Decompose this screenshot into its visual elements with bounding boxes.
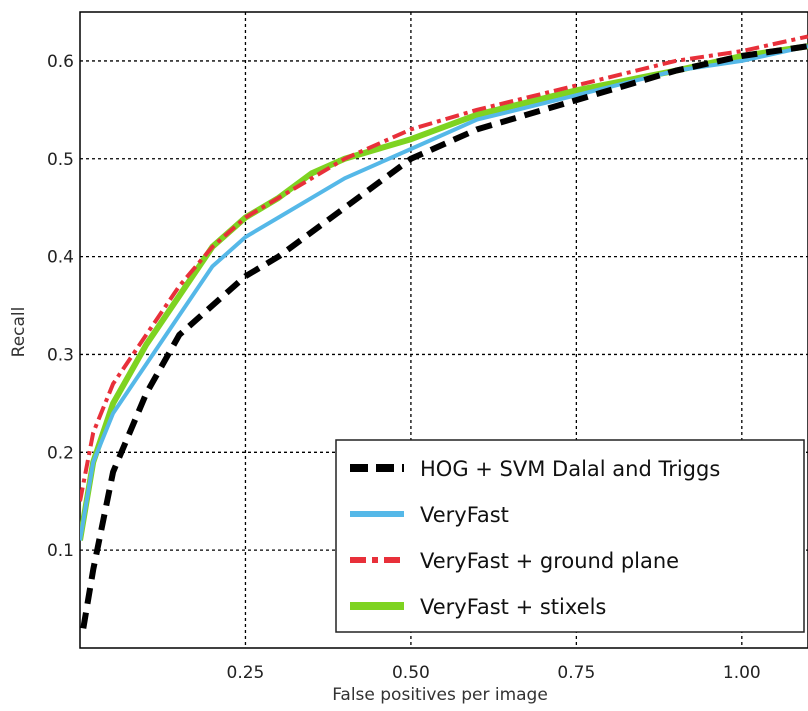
- legend-entry-label: VeryFast + ground plane: [420, 549, 679, 573]
- y-tick-label: 0.1: [47, 541, 74, 561]
- series-lines: [80, 34, 808, 629]
- x-tick-label: 1.00: [723, 663, 761, 683]
- y-tick-label: 0.4: [47, 248, 74, 268]
- x-axis-label: False positives per image: [332, 685, 548, 705]
- series-line-3: [80, 43, 808, 541]
- x-tick-label: 0.25: [227, 663, 265, 683]
- legend: HOG + SVM Dalal and Triggs VeryFast VeryFa…: [335, 439, 805, 633]
- legend-entry-label: VeryFast + stixels: [420, 595, 606, 619]
- y-tick-label: 0.2: [47, 443, 74, 463]
- y-tick-label: 0.6: [47, 52, 74, 72]
- legend-entry-label: VeryFast: [420, 503, 509, 527]
- x-tick-label: 0.75: [557, 663, 595, 683]
- ticks: 0.25 0.50 0.75 1.00 0.1 0.2 0.3 0.4 0.5 0.6: [47, 52, 761, 683]
- y-tick-label: 0.5: [47, 150, 74, 170]
- x-tick-label: 0.50: [392, 663, 430, 683]
- legend-box: [335, 439, 805, 633]
- series-line-0: [80, 43, 808, 629]
- y-tick-label: 0.3: [47, 345, 74, 365]
- y-axis-label: Recall: [9, 307, 29, 358]
- legend-entry-label: HOG + SVM Dalal and Triggs: [420, 457, 720, 481]
- series-line-2: [80, 34, 808, 502]
- series-line-1: [80, 44, 808, 541]
